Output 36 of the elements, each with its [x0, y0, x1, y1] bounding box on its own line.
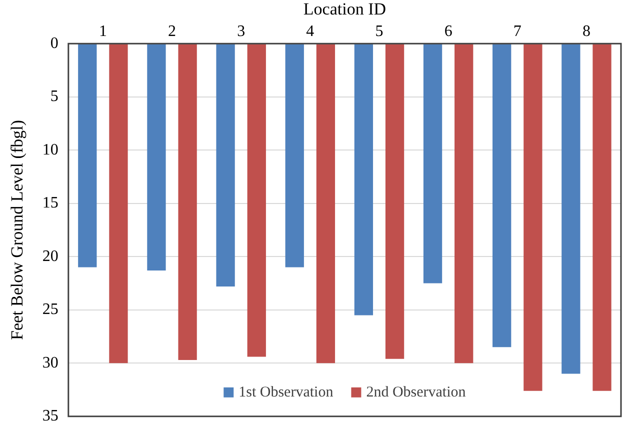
- bar: [385, 44, 404, 359]
- bar: [562, 44, 580, 374]
- bar: [524, 44, 542, 391]
- bar: [285, 44, 304, 268]
- y-axis-title: Feet Below Ground Level (fbgl): [8, 120, 27, 340]
- bar: [454, 44, 474, 364]
- y-tick-label: 0: [50, 34, 58, 52]
- y-tick-label: 10: [42, 141, 58, 158]
- bar: [178, 44, 197, 360]
- x-tick-label: 1: [98, 23, 107, 40]
- x-tick-label: 2: [168, 23, 176, 40]
- x-tick-label: 5: [375, 23, 384, 40]
- y-tick-label: 25: [42, 301, 58, 318]
- y-tick-label: 15: [42, 194, 58, 212]
- x-tick-label: 6: [444, 23, 452, 40]
- bar: [247, 44, 266, 357]
- legend-label: 2nd Observation: [366, 384, 466, 400]
- bar: [354, 44, 374, 316]
- y-tick-label: 5: [50, 88, 58, 106]
- y-tick-label: 35: [42, 408, 58, 425]
- x-tick-label: 8: [582, 23, 590, 40]
- legend-label: 1st Observation: [238, 384, 334, 400]
- y-tick-label: 30: [42, 354, 58, 372]
- x-axis-title: Location ID: [303, 0, 386, 19]
- bar: [492, 44, 512, 348]
- bar: [147, 44, 166, 270]
- bar: [78, 44, 97, 268]
- x-tick-label: 3: [237, 23, 246, 40]
- x-tick-label: 7: [513, 23, 522, 40]
- bar: [216, 44, 235, 286]
- bar: [592, 44, 612, 391]
- bar: [423, 44, 442, 284]
- y-tick-label: 20: [42, 248, 58, 265]
- x-tick-label: 4: [306, 23, 314, 40]
- bar: [316, 44, 336, 364]
- bar: [109, 44, 128, 364]
